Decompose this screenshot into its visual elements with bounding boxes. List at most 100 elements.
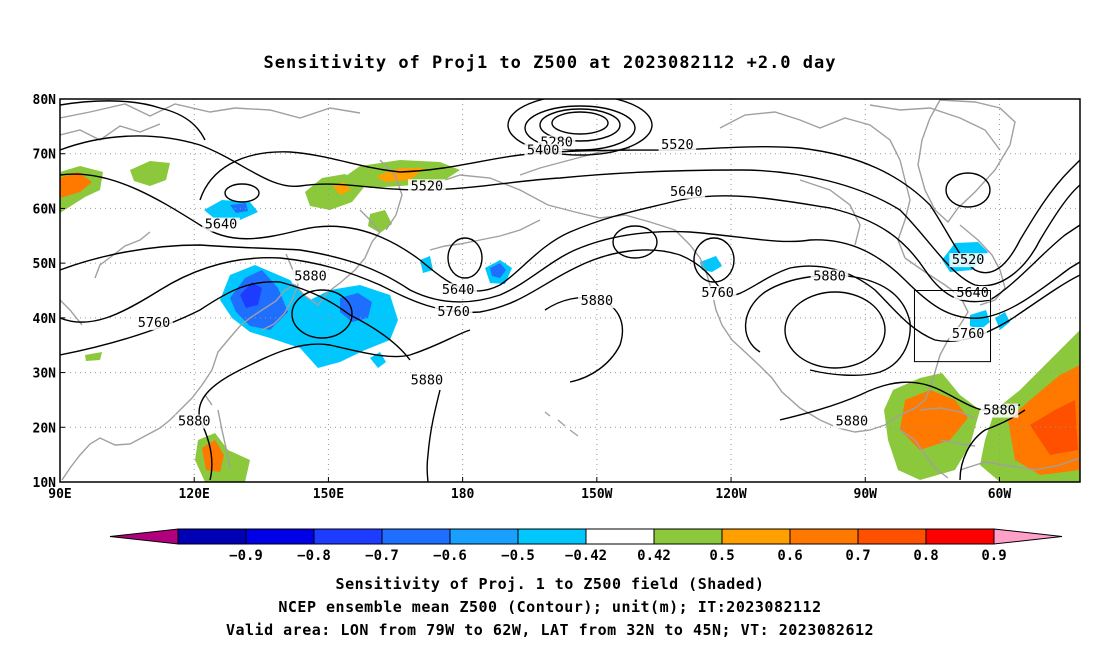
colorbar-label: −0.7 <box>365 548 399 564</box>
colorbar-label: 0.42 <box>637 548 671 564</box>
contour-label: 5760 <box>701 285 734 301</box>
colorbar-label: 0.6 <box>777 548 802 564</box>
caption-line-2: NCEP ensemble mean Z500 (Contour); unit(… <box>278 598 821 616</box>
lon-tick-label: 60W <box>988 487 1012 502</box>
colorbar-cell <box>653 528 723 545</box>
contour-label-bg <box>810 269 849 284</box>
coastline <box>204 394 213 406</box>
contour-5880-high <box>291 289 353 339</box>
contour-label: 5760 <box>952 326 985 342</box>
lon-tick-label: 150W <box>581 487 612 502</box>
colorbar-label: −0.8 <box>297 548 331 564</box>
contour-label: 5880 <box>178 414 211 430</box>
contour-label-bg <box>524 143 562 158</box>
lat-tick-label: 80N <box>33 93 57 108</box>
figure-title: Sensitivity of Proj1 to Z500 at 20230821… <box>264 53 837 73</box>
colorbar-cell <box>925 528 995 545</box>
lat-tick-label: 50N <box>33 257 57 272</box>
shade-patch <box>1030 400 1078 455</box>
colorbar-cell <box>245 528 315 545</box>
contour-label: 5760 <box>437 304 470 320</box>
contour-5580 <box>60 135 1080 287</box>
contour-5460 <box>507 99 653 156</box>
colorbar-label: 0.8 <box>913 548 938 564</box>
coastline <box>94 231 151 279</box>
coastline <box>61 437 131 481</box>
contour-5580-low <box>224 183 260 203</box>
shade-patch <box>340 293 372 322</box>
contour-label: 5400 <box>527 143 560 159</box>
contour-label: 5880 <box>411 373 444 389</box>
caption-line-1: Sensitivity of Proj. 1 to Z500 field (Sh… <box>336 575 765 593</box>
lon-tick-label: 120W <box>715 487 746 502</box>
contour-5760 <box>60 249 1080 342</box>
contour-label: 5880 <box>813 269 846 285</box>
coastline <box>799 179 861 246</box>
contour-label-bg <box>949 253 987 268</box>
contour-label-bg <box>408 179 446 194</box>
coastline <box>959 457 1080 471</box>
colorbar-cell <box>449 528 519 545</box>
contour-label-bg <box>135 316 173 331</box>
contour-label-bg <box>953 285 992 300</box>
sensitivity-shading <box>60 160 1080 482</box>
contour-label: 5880 <box>836 414 869 430</box>
coastline <box>919 407 976 419</box>
colorbar-label: −0.42 <box>565 548 607 564</box>
contour-5400 <box>524 105 636 151</box>
coastline <box>544 411 551 417</box>
contour-5340 <box>539 108 621 142</box>
lat-lon-grid <box>60 99 1080 482</box>
contour-label-bg <box>698 285 737 300</box>
contour-label-bg <box>202 217 240 232</box>
colorbar-arrow-low <box>109 528 179 545</box>
caption-line-3: Valid area: LON from 79W to 62W, LAT fro… <box>226 621 874 639</box>
colorbar-cell <box>313 528 383 545</box>
valid-area-box <box>913 290 992 363</box>
coastline <box>899 429 949 479</box>
colorbar-cell <box>585 528 655 545</box>
shade-patch <box>970 310 990 330</box>
contour-label-bg <box>439 283 477 298</box>
z500-contours <box>60 99 1080 482</box>
shade-patch <box>333 182 351 195</box>
contour-label-bg <box>291 269 330 284</box>
shade-patch <box>900 390 968 450</box>
colorbar-label: −0.5 <box>501 548 535 564</box>
contour-label-bg <box>434 305 473 320</box>
lon-tick-label: 90W <box>854 487 878 502</box>
contour-label-bg <box>949 327 987 342</box>
colorbar-cell <box>517 528 587 545</box>
shade-patch <box>490 263 506 278</box>
coastline <box>429 174 676 231</box>
shade-patch <box>85 352 102 361</box>
colorbar-cell <box>381 528 451 545</box>
colorbar-cell <box>721 528 791 545</box>
contour-label-bg <box>980 403 1019 418</box>
shade-patch <box>995 312 1010 330</box>
lon-tick-label: 150E <box>313 487 344 502</box>
contour-label: 5640 <box>205 217 238 233</box>
contour-5820 <box>60 281 411 361</box>
contour-label-bg <box>408 373 446 388</box>
colorbar-label: 0.7 <box>845 548 870 564</box>
contour-5880-w <box>744 274 911 376</box>
lon-tick-label: 90E <box>48 487 71 502</box>
contour-5280 <box>551 111 609 135</box>
shade-patch <box>368 210 392 233</box>
coastline <box>917 99 1016 224</box>
coastline <box>60 103 361 119</box>
contour-label: 5760 <box>138 315 171 331</box>
colorbar-cell <box>177 528 247 545</box>
colorbar-label: −0.9 <box>229 548 263 564</box>
coastline <box>557 419 566 427</box>
coastline <box>904 257 969 389</box>
contour-5760-high <box>612 225 658 259</box>
caption: Sensitivity of Proj. 1 to Z500 field (Sh… <box>226 575 874 639</box>
contour-label: 5520 <box>411 178 444 194</box>
colorbar-cell <box>857 528 927 545</box>
lat-tick-label: 40N <box>33 312 57 327</box>
contour-label: 5880 <box>983 403 1016 419</box>
